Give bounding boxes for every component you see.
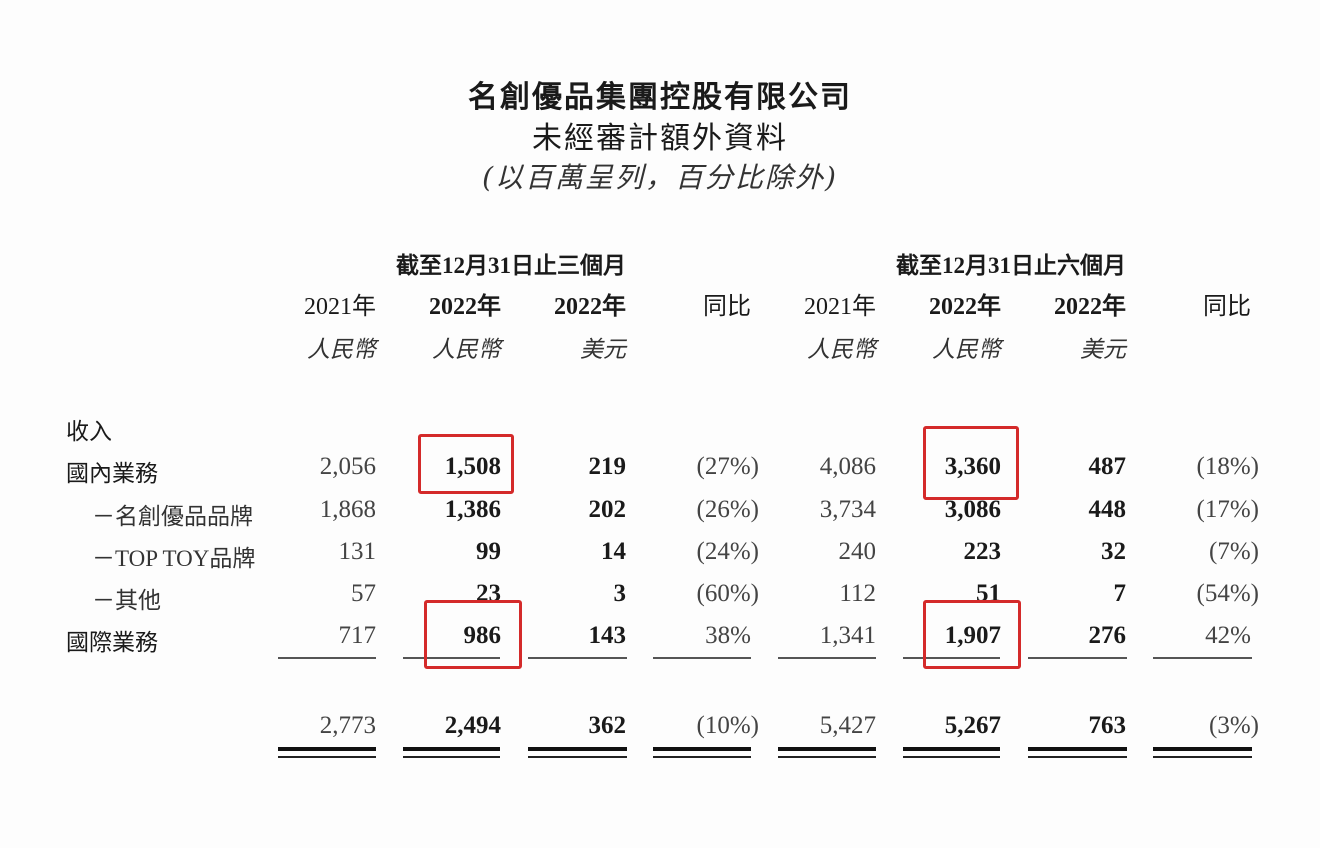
cell: 362 xyxy=(588,712,627,739)
row-label: －其他 xyxy=(92,588,161,613)
cell: 2,056 xyxy=(319,453,376,480)
cell: 99 xyxy=(476,538,501,565)
col-header-year: 2022年 xyxy=(429,294,501,320)
cell: 240 xyxy=(838,538,877,565)
cell: 276 xyxy=(1088,622,1127,649)
cell: 14 xyxy=(601,538,626,565)
cell: 3,360 xyxy=(944,453,1001,480)
cell: 448 xyxy=(1088,496,1127,523)
subtotal-rule xyxy=(903,657,1000,659)
cell: 3,086 xyxy=(944,496,1001,523)
col-header-currency: 美元 xyxy=(580,337,626,362)
col-header-yoy: 同比 xyxy=(1203,294,1251,320)
cell: (24%) xyxy=(696,538,759,565)
cell: (10%) xyxy=(696,712,759,739)
highlight-box-international-3m xyxy=(424,600,522,669)
cell: 57 xyxy=(351,580,376,607)
cell: 2,494 xyxy=(444,712,501,739)
col-header-year: 2022年 xyxy=(929,294,1001,320)
cell: (54%) xyxy=(1196,580,1259,607)
cell: (27%) xyxy=(696,453,759,480)
cell: 42% xyxy=(1205,622,1251,649)
document-note: (以百萬呈列，百分比除外) xyxy=(482,161,838,194)
cell: 3 xyxy=(613,580,627,607)
cell: 717 xyxy=(338,622,377,649)
cell: 143 xyxy=(588,622,627,649)
subtotal-rule xyxy=(403,657,500,659)
cell: 202 xyxy=(588,496,627,523)
period-header-6m: 截至12月31日止六個月 xyxy=(896,253,1126,278)
row-label: －名創優品品牌 xyxy=(92,504,253,529)
cell: 32 xyxy=(1101,538,1126,565)
cell: 4,086 xyxy=(819,453,876,480)
highlight-box-domestic-3m xyxy=(418,434,514,494)
cell: (26%) xyxy=(696,496,759,523)
col-header-currency: 人民幣 xyxy=(307,337,376,362)
row-label: －TOP TOY品牌 xyxy=(92,546,256,571)
cell: 1,508 xyxy=(444,453,501,480)
cell: (3%) xyxy=(1209,712,1259,739)
col-header-currency: 人民幣 xyxy=(932,337,1001,362)
document-subtitle: 未經審計額外資料 xyxy=(532,121,788,156)
subtotal-rule xyxy=(653,657,751,659)
cell: 38% xyxy=(705,622,751,649)
document-title: 名創優品集團控股有限公司 xyxy=(468,80,852,115)
cell: 487 xyxy=(1088,453,1127,480)
cell: 219 xyxy=(588,453,627,480)
cell: (17%) xyxy=(1196,496,1259,523)
col-header-year: 2022年 xyxy=(554,294,626,320)
col-header-year: 2021年 xyxy=(804,294,876,320)
subtotal-rule xyxy=(528,657,627,659)
period-header-3m: 截至12月31日止三個月 xyxy=(396,253,626,278)
cell: 3,734 xyxy=(819,496,876,523)
col-header-currency: 人民幣 xyxy=(432,337,501,362)
cell: (60%) xyxy=(696,580,759,607)
cell: 131 xyxy=(338,538,377,565)
cell: 1,386 xyxy=(444,496,501,523)
cell: (7%) xyxy=(1209,538,1259,565)
row-label: 國際業務 xyxy=(66,630,158,655)
cell: (18%) xyxy=(1196,453,1259,480)
col-header-currency: 人民幣 xyxy=(807,337,876,362)
cell: 1,907 xyxy=(944,622,1001,649)
cell: 763 xyxy=(1088,712,1127,739)
cell: 1,341 xyxy=(819,622,876,649)
cell: 1,868 xyxy=(319,496,376,523)
highlight-box-international-6m xyxy=(923,600,1021,669)
col-header-yoy: 同比 xyxy=(703,294,751,320)
cell: 5,427 xyxy=(819,712,876,739)
cell: 223 xyxy=(963,538,1002,565)
subtotal-rule xyxy=(1028,657,1127,659)
col-header-year: 2022年 xyxy=(1054,294,1126,320)
cell: 5,267 xyxy=(944,712,1001,739)
col-header-year: 2021年 xyxy=(304,294,376,320)
cell: 112 xyxy=(839,580,876,607)
row-label: 國內業務 xyxy=(66,461,158,486)
cell: 2,773 xyxy=(319,712,376,739)
subtotal-rule xyxy=(278,657,376,659)
highlight-box-domestic-6m xyxy=(923,426,1019,500)
subtotal-rule xyxy=(1153,657,1252,659)
col-header-currency: 美元 xyxy=(1080,337,1126,362)
section-label-revenue: 收入 xyxy=(66,419,112,444)
cell: 7 xyxy=(1113,580,1127,607)
subtotal-rule xyxy=(778,657,876,659)
cell: 986 xyxy=(463,622,502,649)
